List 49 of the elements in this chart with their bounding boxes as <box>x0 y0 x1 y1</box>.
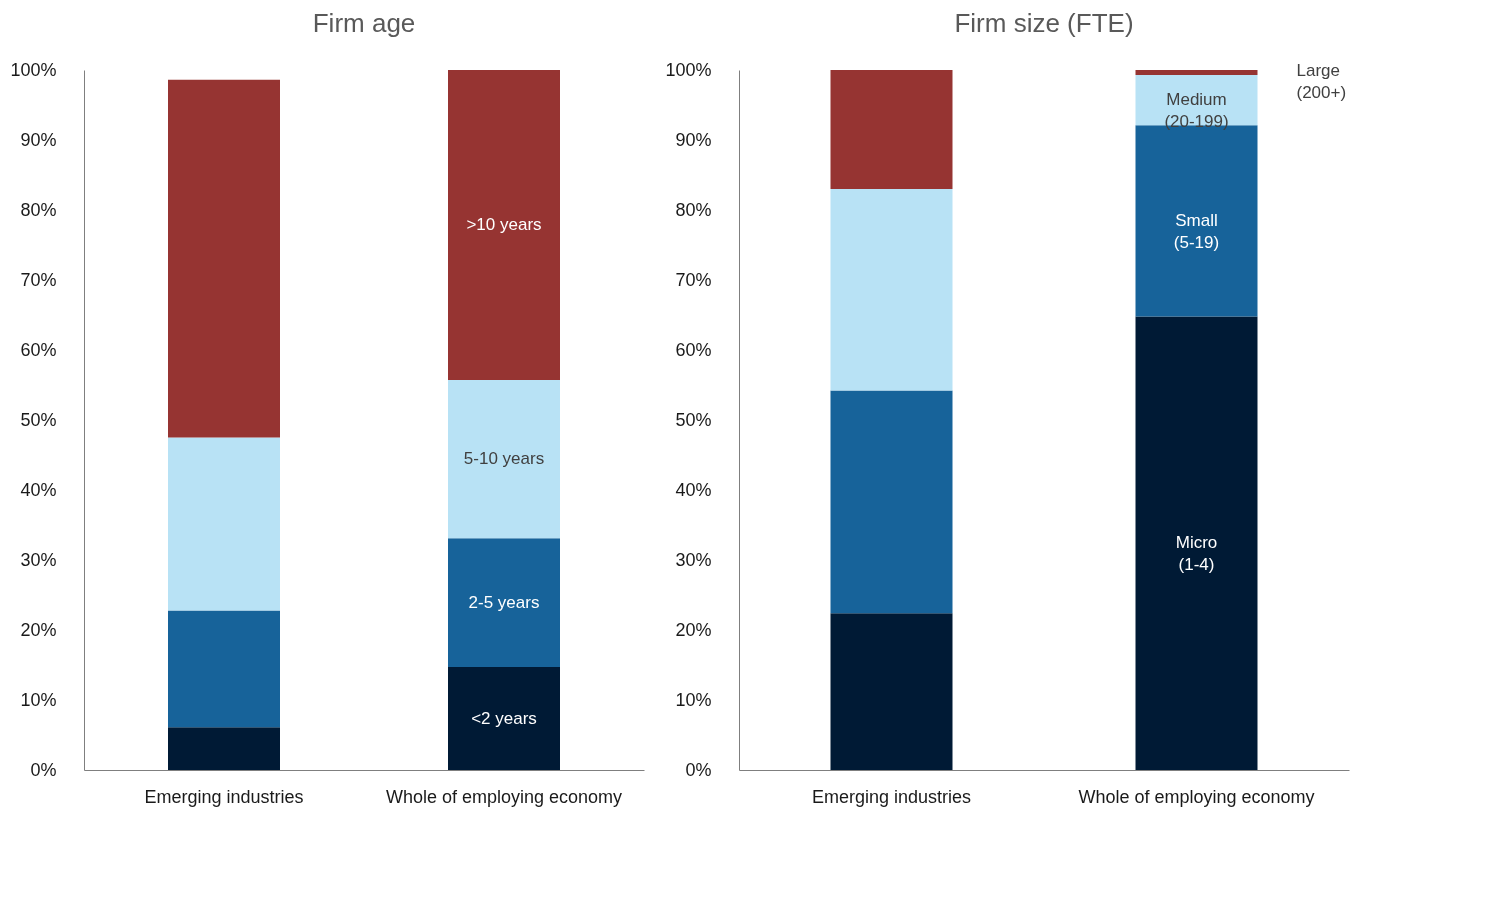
chart-title: Firm age <box>312 8 416 38</box>
bar <box>448 667 560 770</box>
y-tick-label: 40% <box>20 479 57 500</box>
series-label: Micro (1-4) <box>1175 533 1218 575</box>
bar <box>830 189 953 391</box>
series-label: <2 years <box>471 708 537 728</box>
bar <box>168 437 280 611</box>
x-tick-label: Whole of employing economy <box>385 786 623 807</box>
bar <box>168 727 280 770</box>
y-tick-label: 40% <box>675 479 712 500</box>
text: Large (200+) <box>1296 61 1347 102</box>
y-tick-label: 100% <box>665 59 712 80</box>
x-tick-label: Emerging industries <box>811 786 972 807</box>
y-tick-label: 30% <box>675 549 712 570</box>
y-tick-label: 60% <box>20 339 57 360</box>
bar <box>448 70 560 381</box>
series-label: >10 years <box>466 215 542 235</box>
y-tick-label: 10% <box>20 689 57 710</box>
y-tick-label: 80% <box>20 199 57 220</box>
series-label: Small (5-19) <box>1173 210 1220 252</box>
y-tick-label: 30% <box>20 549 57 570</box>
y-tick-label: 10% <box>675 689 712 710</box>
series-label: 2-5 years <box>468 592 540 612</box>
bar <box>1135 70 1258 75</box>
bar <box>830 390 953 614</box>
y-tick-label: 50% <box>20 409 57 430</box>
y-tick-label: 70% <box>20 269 57 290</box>
bar <box>830 613 953 770</box>
y-tick-label: 80% <box>675 199 712 220</box>
chart-title: Firm size (FTE) <box>954 8 1134 38</box>
y-tick-label: 70% <box>675 269 712 290</box>
bar <box>168 610 280 728</box>
bar <box>168 79 280 438</box>
y-tick-label: 60% <box>675 339 712 360</box>
bar <box>448 380 560 539</box>
bar <box>1135 316 1258 770</box>
bar <box>448 538 560 668</box>
y-tick-label: 0% <box>685 759 712 780</box>
y-tick-label: 20% <box>20 619 57 640</box>
y-tick-label: 0% <box>30 759 57 780</box>
y-tick-label: 100% <box>10 59 57 80</box>
bar <box>830 70 953 189</box>
y-tick-label: 50% <box>675 409 712 430</box>
y-tick-label: 20% <box>675 619 712 640</box>
y-tick-label: 90% <box>675 129 712 150</box>
series-label: 5-10 years <box>463 449 545 469</box>
x-tick-label: Whole of employing economy <box>1078 786 1315 807</box>
y-tick-label: 90% <box>20 129 57 150</box>
x-tick-label: Emerging industries <box>144 786 304 807</box>
